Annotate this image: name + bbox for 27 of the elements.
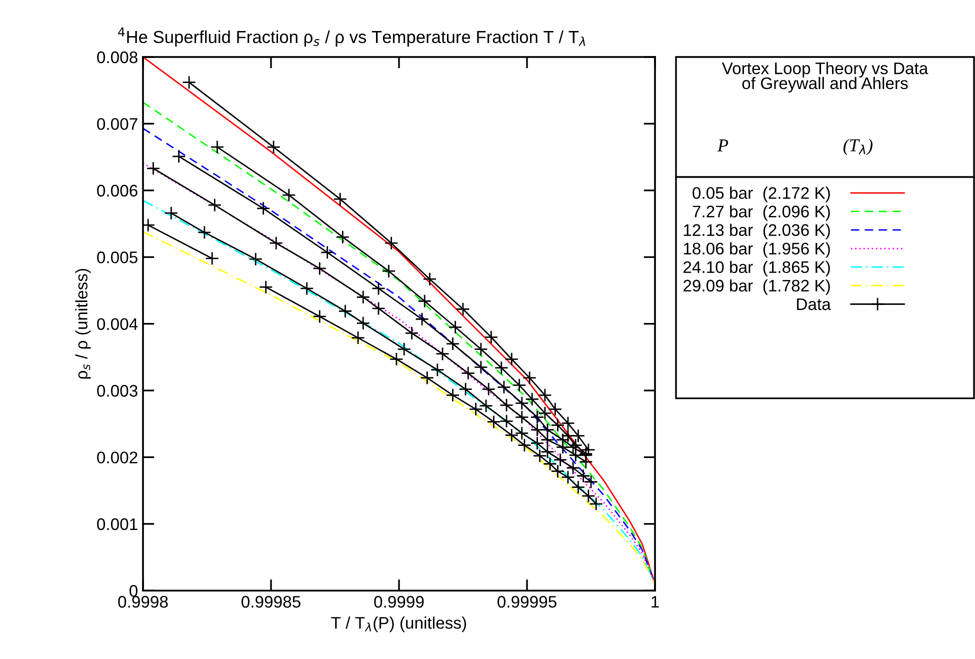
y-tick-label: 0.008 xyxy=(97,51,138,64)
text: P xyxy=(717,140,728,152)
x-axis-title: T / T$_{λ}$(P) (unitless) xyxy=(331,616,466,632)
y-axis-title: ρ$_{s}$ / ρ (unitless) xyxy=(75,268,91,379)
y-tick-label: 0.005 xyxy=(97,252,138,264)
y-tick-label: 0.004 xyxy=(97,318,138,330)
text: (T$_{λ}$) xyxy=(843,138,872,156)
y-tick-label: 0.002 xyxy=(97,452,138,464)
legend-label: 7.27 bar (2.096 K) xyxy=(692,205,830,221)
y-tick-label: 0.007 xyxy=(97,118,138,130)
legend-label: 0.05 bar (2.172 K) xyxy=(692,186,830,202)
x-tick-label: 0.99985 xyxy=(242,596,300,608)
legend-label: 18.06 bar (1.956 K) xyxy=(684,242,830,258)
chart-title: $^{4}$He Superfluid Fraction ρ$_{s}$ / ρ vs Temperature Fraction T / T$_{λ}$ xyxy=(118,27,586,47)
legend-label: 12.13 bar (2.036 K) xyxy=(684,224,830,240)
x-tick-label: 0.9999 xyxy=(374,596,424,608)
x-tick-label: 0.99995 xyxy=(498,596,556,608)
y-tick-label: 0 xyxy=(130,585,138,597)
y-tick-label: 0.003 xyxy=(97,384,138,397)
x-tick-label: 1 xyxy=(652,596,659,608)
legend-label: Data xyxy=(797,298,831,310)
y-tick-label: 0.001 xyxy=(97,518,138,530)
legend-label: 24.10 bar (1.865 K) xyxy=(684,260,830,276)
y-tick-label: 0.006 xyxy=(97,184,138,197)
legend-title: Vortex Loop Theory vs Data of Greywall and Ahlers xyxy=(722,62,928,92)
x-tick-label: 0.9998 xyxy=(118,596,168,608)
legend-label: 29.09 bar (1.782 K) xyxy=(684,279,830,295)
